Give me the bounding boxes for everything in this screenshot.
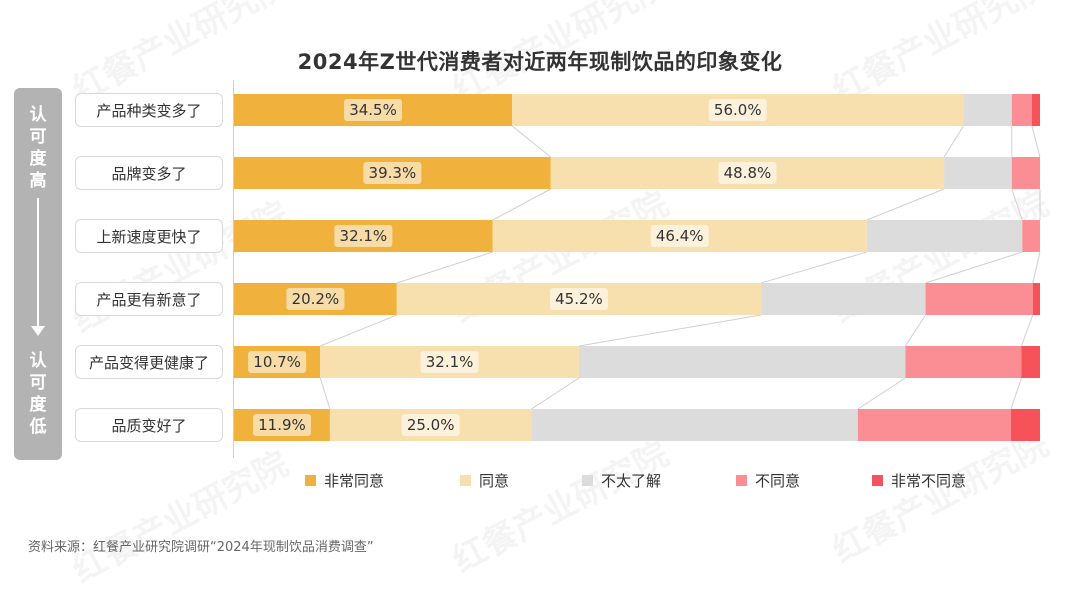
data-label: 46.4% xyxy=(656,227,704,245)
data-label-box xyxy=(248,351,307,373)
legend-swatch xyxy=(736,475,747,486)
connector-line xyxy=(492,188,551,221)
bar-segment xyxy=(1022,220,1040,252)
data-label-box xyxy=(252,414,311,436)
bar-segment xyxy=(1010,409,1040,441)
legend-label: 同意 xyxy=(479,472,510,490)
scale-char: 认 xyxy=(29,351,47,371)
connector-line xyxy=(943,125,964,158)
connector-line xyxy=(904,314,926,347)
legend-swatch xyxy=(872,475,883,486)
data-label-box xyxy=(363,162,422,184)
bar-segment xyxy=(761,283,926,315)
category-label: 产品变得更健康了 xyxy=(75,345,223,379)
category-label: 品质变好了 xyxy=(75,408,223,442)
data-label: 39.3% xyxy=(369,164,417,182)
scale-char: 度 xyxy=(29,149,47,169)
legend-swatch xyxy=(582,475,593,486)
scale-label-low: 认 可 度 低 xyxy=(14,350,62,438)
bar-segment xyxy=(944,157,1012,189)
scale-char: 可 xyxy=(29,373,47,393)
data-label-box xyxy=(334,225,393,247)
data-label-box xyxy=(420,351,479,373)
bar-segment xyxy=(1021,346,1040,378)
data-label: 34.5% xyxy=(349,101,397,119)
connector-line xyxy=(1010,377,1022,410)
connector-line xyxy=(578,314,762,347)
connector-line xyxy=(857,377,906,410)
bar-segment xyxy=(1032,283,1040,315)
data-label-box xyxy=(549,288,608,310)
scale-char: 认 xyxy=(29,105,47,125)
legend-item: 不同意 xyxy=(736,470,800,491)
scale-char: 可 xyxy=(29,127,47,147)
connector-line xyxy=(531,377,580,410)
connector-line xyxy=(511,125,552,158)
connector-line xyxy=(760,251,867,284)
connector-line xyxy=(866,188,945,221)
scale-char: 度 xyxy=(29,395,47,415)
connector-line xyxy=(320,314,397,347)
legend-item: 非常不同意 xyxy=(872,470,966,491)
legend-swatch xyxy=(305,475,316,486)
connector-line xyxy=(319,377,331,410)
data-label-box xyxy=(708,99,767,121)
legend-label: 不太了解 xyxy=(601,472,662,490)
data-label: 11.9% xyxy=(258,416,306,434)
connector-line xyxy=(1032,251,1041,284)
legend-item: 不太了解 xyxy=(582,470,661,491)
data-label: 32.1% xyxy=(340,227,388,245)
scale-char: 高 xyxy=(29,171,47,191)
side-scale: 认 可 度 高 认 可 度 低 xyxy=(14,88,62,460)
scale-label-high: 认 可 度 高 xyxy=(14,104,62,192)
scale-line xyxy=(37,198,39,328)
scale-char: 低 xyxy=(29,417,47,437)
chart-title: 2024年Z世代消费者对近两年现制饮品的印象变化 xyxy=(297,50,783,74)
category-axis-line xyxy=(233,80,234,458)
source-note: 资料来源：红餐产业研究院调研“2024年现制饮品消费调查” xyxy=(28,540,374,555)
category-label: 产品更有新意了 xyxy=(75,282,223,316)
data-label-box xyxy=(344,99,403,121)
connector-line xyxy=(396,251,493,284)
data-label-box xyxy=(401,414,460,436)
data-label-box xyxy=(718,162,777,184)
data-label: 10.7% xyxy=(253,353,301,371)
bar-segment xyxy=(866,220,1023,252)
data-label-box xyxy=(650,225,709,247)
category-label: 品牌变多了 xyxy=(75,156,223,190)
legend-label: 非常同意 xyxy=(324,472,385,490)
data-label-box xyxy=(286,288,345,310)
category-label: 产品种类变多了 xyxy=(75,93,223,127)
data-label: 56.0% xyxy=(714,101,762,119)
legend-label: 不同意 xyxy=(755,472,801,490)
connector-line xyxy=(925,251,1023,284)
category-label: 上新速度更快了 xyxy=(75,219,223,253)
legend-swatch xyxy=(460,475,471,486)
bar-segment xyxy=(1011,157,1040,189)
connector-line xyxy=(1020,314,1034,347)
data-label: 20.2% xyxy=(292,290,340,308)
bar-segment xyxy=(905,346,1022,378)
bar-segment xyxy=(578,346,906,378)
legend-label: 非常不同意 xyxy=(891,472,967,490)
data-label: 32.1% xyxy=(426,353,474,371)
arrow-down-icon xyxy=(31,326,45,336)
bar-segment xyxy=(1031,94,1040,126)
bar-segment xyxy=(531,409,858,441)
bar-segment xyxy=(925,283,1033,315)
bar-segment xyxy=(963,94,1012,126)
data-label: 48.8% xyxy=(724,164,772,182)
legend-item: 非常同意 xyxy=(305,470,384,491)
bar-segment xyxy=(1011,94,1032,126)
connector-line xyxy=(1031,125,1041,158)
bar-segment xyxy=(857,409,1011,441)
data-label: 25.0% xyxy=(407,416,455,434)
connector-line xyxy=(1011,188,1023,221)
legend-item: 同意 xyxy=(460,470,509,491)
data-label: 45.2% xyxy=(555,290,603,308)
